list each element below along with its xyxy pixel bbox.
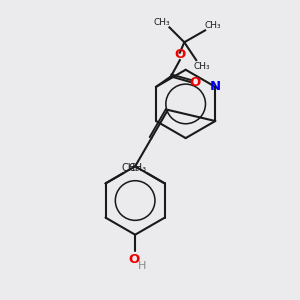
Text: H: H <box>137 261 146 271</box>
Text: O: O <box>174 48 185 61</box>
Text: CH₃: CH₃ <box>204 21 221 30</box>
Text: CH₃: CH₃ <box>154 18 170 27</box>
Text: CH₃: CH₃ <box>129 163 147 173</box>
Text: CH₃: CH₃ <box>122 163 140 173</box>
Text: O: O <box>128 253 139 266</box>
Text: O: O <box>190 76 201 89</box>
Text: CH₃: CH₃ <box>194 61 210 70</box>
Text: N: N <box>210 80 221 93</box>
